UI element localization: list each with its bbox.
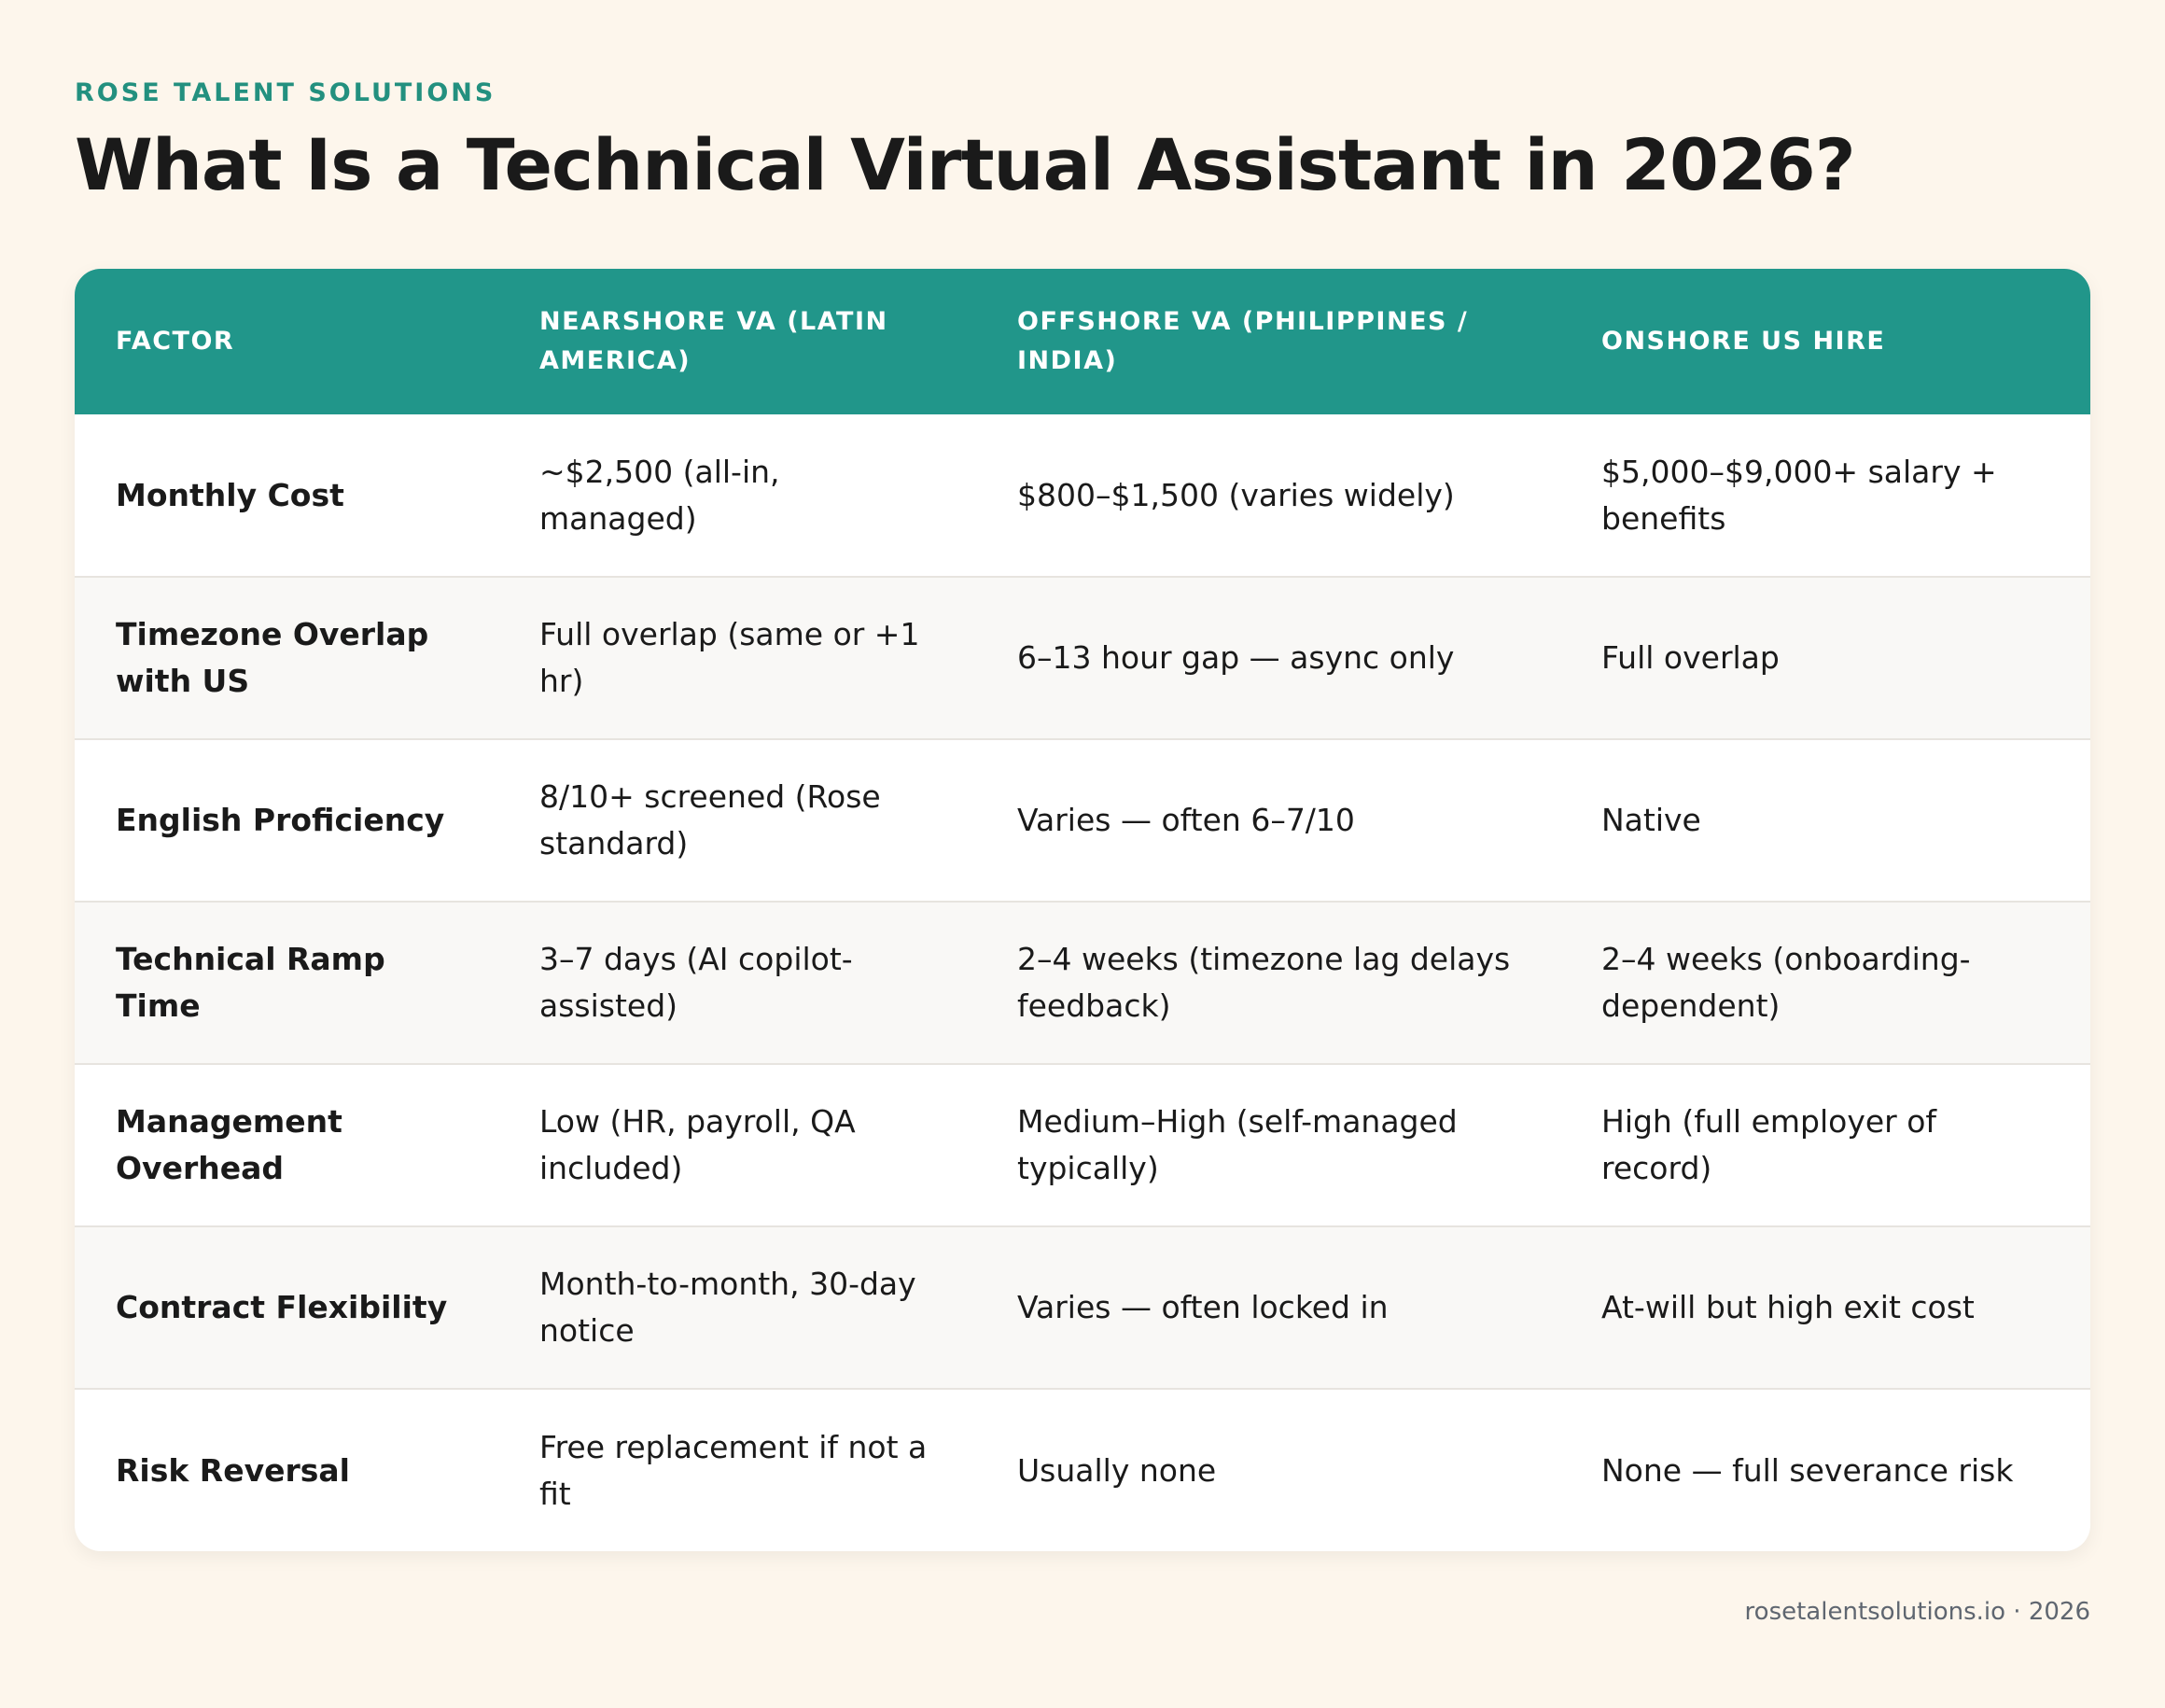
table-row: Monthly Cost ~$2,500 (all-in, managed) $…	[75, 414, 2090, 577]
onshore-cell: 2–4 weeks (onboarding-dependent)	[1601, 941, 1971, 1024]
comparison-table: FACTOR NEARSHORE VA (LATIN AMERICA) OFFS…	[75, 269, 2090, 1551]
onshore-cell: At-will but high exit cost	[1601, 1289, 1975, 1325]
page-title: What Is a Technical Virtual Assistant in…	[75, 123, 1856, 206]
offshore-cell: Medium–High (self-managed typically)	[1017, 1103, 1458, 1186]
table-row: Risk Reversal Free replacement if not a …	[75, 1389, 2090, 1551]
comparison-table-card: FACTOR NEARSHORE VA (LATIN AMERICA) OFFS…	[75, 269, 2090, 1551]
nearshore-cell: ~$2,500 (all-in, managed)	[539, 453, 780, 537]
table-row: English Proficiency 8/10+ screened (Rose…	[75, 739, 2090, 902]
onshore-cell: $5,000–$9,000+ salary + benefits	[1601, 453, 1997, 537]
nearshore-cell: Month-to-month, 30-day notice	[539, 1266, 916, 1349]
factor-cell: Management Overhead	[116, 1103, 342, 1186]
factor-cell: English Proficiency	[116, 802, 445, 838]
nearshore-cell: Free replacement if not a fit	[539, 1428, 928, 1512]
brand-label: ROSE TALENT SOLUTIONS	[75, 78, 496, 107]
header-nearshore: NEARSHORE VA (LATIN AMERICA)	[539, 307, 888, 375]
table-row: Management Overhead Low (HR, payroll, QA…	[75, 1064, 2090, 1226]
header-factor: FACTOR	[116, 327, 235, 356]
offshore-cell: 6–13 hour gap — async only	[1017, 639, 1455, 676]
offshore-cell: Varies — often locked in	[1017, 1289, 1389, 1325]
onshore-cell: High (full employer of record)	[1601, 1103, 1937, 1186]
offshore-cell: 2–4 weeks (timezone lag delays feedback)	[1017, 941, 1511, 1024]
offshore-cell: Usually none	[1017, 1451, 1217, 1489]
offshore-cell: $800–$1,500 (varies widely)	[1017, 476, 1455, 513]
onshore-cell: Native	[1601, 802, 1701, 838]
factor-cell: Risk Reversal	[116, 1451, 350, 1489]
header-offshore: OFFSHORE VA (PHILIPPINES / INDIA)	[1017, 307, 1469, 375]
table-row: Contract Flexibility Month-to-month, 30-…	[75, 1226, 2090, 1389]
nearshore-cell: Full overlap (same or +1 hr)	[539, 616, 920, 699]
factor-cell: Technical Ramp Time	[116, 941, 385, 1024]
table-row: Timezone Overlap with US Full overlap (s…	[75, 577, 2090, 739]
table-row: Technical Ramp Time 3–7 days (AI copilot…	[75, 902, 2090, 1064]
factor-cell: Timezone Overlap with US	[116, 616, 429, 699]
footer-credit: rosetalentsolutions.io · 2026	[1744, 1598, 2090, 1626]
factor-cell: Monthly Cost	[116, 476, 344, 513]
nearshore-cell: Low (HR, payroll, QA included)	[539, 1103, 856, 1186]
factor-cell: Contract Flexibility	[116, 1289, 448, 1325]
nearshore-cell: 8/10+ screened (Rose standard)	[539, 778, 881, 861]
onshore-cell: None — full severance risk	[1601, 1451, 2014, 1489]
onshore-cell: Full overlap	[1601, 639, 1780, 676]
offshore-cell: Varies — often 6–7/10	[1017, 802, 1355, 838]
nearshore-cell: 3–7 days (AI copilot-assisted)	[539, 941, 853, 1024]
header-onshore: ONSHORE US HIRE	[1601, 327, 1886, 356]
table-header-row: FACTOR NEARSHORE VA (LATIN AMERICA) OFFS…	[75, 269, 2090, 414]
